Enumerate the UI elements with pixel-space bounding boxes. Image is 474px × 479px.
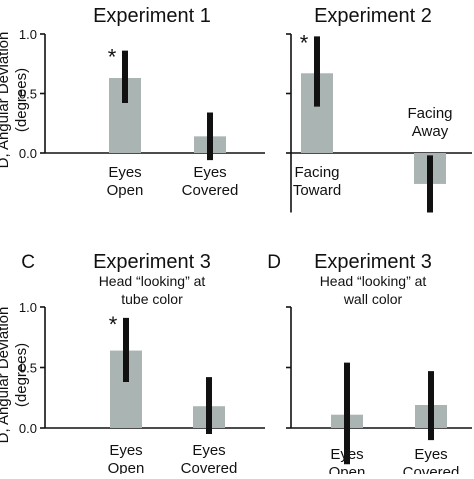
category-label: Eyes Open [329,446,366,474]
category-label-line: Covered [403,464,460,474]
panel-subtitle: wall color [343,291,403,307]
category-label: Facing Toward [293,164,341,199]
category-label-line: Eyes [108,164,141,181]
category-label-line: Eyes [330,446,363,463]
y-tick-label: 0.0 [19,146,37,161]
category-label-line: Eyes [192,442,225,459]
y-tick-label: 1.0 [19,27,37,42]
panel-letter: D [267,252,281,273]
panel-title: Experiment 3 [93,251,211,273]
y-axis-label-line2: (degrees) [13,343,30,407]
category-label-line: Covered [181,460,238,474]
category-label-line: Facing [407,105,452,122]
category-label-line: Facing [294,164,339,181]
category-label-line: Toward [293,182,341,199]
y-axis-label-line1: D, Angular Deviation [0,307,12,444]
y-axis-label-line2: (degrees) [13,68,30,132]
category-label: Eyes Covered [181,442,238,474]
category-label: Eyes Covered [182,164,239,199]
y-axis-label: D, Angular Deviation(degrees) [0,307,30,444]
category-label: Eyes Covered [403,446,460,474]
category-label-line: Open [107,182,144,199]
category-label-line: Eyes [109,442,142,459]
category-label-line: Away [412,123,449,140]
category-label: Eyes Open [108,442,145,474]
significance-marker: * [300,30,309,55]
y-tick-label: 0.5 [19,87,37,102]
significance-marker: * [108,45,117,70]
y-axis-label-line1: D, Angular Deviation [0,32,12,169]
y-tick-label: 0.0 [19,421,37,436]
y-tick-label: 0.5 [19,361,37,376]
panel-title: Experiment 1 [93,5,211,27]
panel-subtitle: Head “looking” at [320,273,427,289]
significance-marker: * [109,312,118,337]
panel-subtitle: tube color [121,291,183,307]
panel-letter: C [21,252,35,273]
category-label: Facing Away [407,105,452,140]
panel-subtitle: Head “looking” at [99,273,206,289]
category-label: Eyes Open [107,164,144,199]
category-label-line: Eyes [414,446,447,463]
category-label-line: Open [108,460,145,474]
category-label-line: Covered [182,182,239,199]
category-label-line: Open [329,464,366,474]
y-tick-label: 1.0 [19,300,37,315]
panel-title: Experiment 3 [314,251,432,273]
category-label-line: Eyes [193,164,226,181]
y-axis-label: D, Angular Deviation(degrees) [0,32,30,169]
panel-title: Experiment 2 [314,5,432,27]
